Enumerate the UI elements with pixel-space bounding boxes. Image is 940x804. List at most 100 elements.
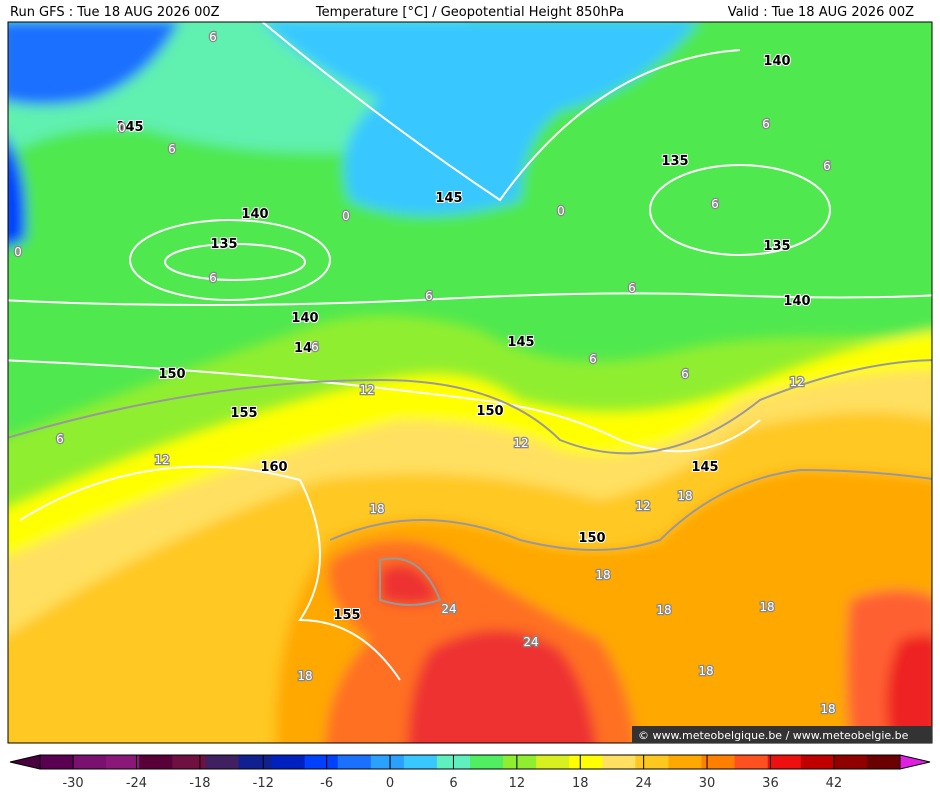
colorbar-end xyxy=(899,754,931,770)
colorbar-tick-label: 12 xyxy=(509,776,526,791)
height-label: 150 xyxy=(476,404,503,419)
temp-label: 18 xyxy=(595,568,610,582)
colorbar-swatch xyxy=(833,755,868,769)
temp-label: 12 xyxy=(513,436,528,450)
colorbar-tick-label: 24 xyxy=(635,776,652,791)
temp-label: 18 xyxy=(698,664,713,678)
height-label: 14 xyxy=(294,341,312,356)
run-info: Run GFS : Tue 18 AUG 2026 00Z xyxy=(10,5,220,20)
colorbar-swatch xyxy=(40,755,74,769)
temp-label: 0 xyxy=(342,209,350,223)
colorbar-tick-label: -30 xyxy=(62,776,83,791)
colorbar-swatch xyxy=(668,755,703,769)
valid-info: Valid : Tue 18 AUG 2026 00Z xyxy=(728,5,914,20)
height-label: 155 xyxy=(230,406,257,421)
colorbar-tick-label: -24 xyxy=(126,776,147,791)
colorbar-swatch xyxy=(172,755,206,769)
temp-label: 6 xyxy=(681,367,689,381)
temp-label: 0 xyxy=(557,204,565,218)
colorbar-swatch xyxy=(569,755,603,769)
height-label: 145 xyxy=(116,120,143,135)
height-label: 160 xyxy=(260,460,287,475)
colorbar-swatch xyxy=(370,755,405,769)
colorbar-swatch xyxy=(767,755,802,769)
temp-label: 18 xyxy=(820,702,835,716)
height-label: 145 xyxy=(691,460,718,475)
temp-label: 6 xyxy=(56,432,64,446)
colorbar-tick-label: 6 xyxy=(449,776,457,791)
temp-label: 18 xyxy=(759,600,774,614)
map-frame xyxy=(7,21,933,744)
height-label: 135 xyxy=(661,154,688,169)
colorbar-swatch xyxy=(403,755,438,769)
colorbar-swatch xyxy=(503,755,537,769)
height-label: 135 xyxy=(210,237,237,252)
height-label: 145 xyxy=(507,335,534,350)
temp-label: 18 xyxy=(369,502,384,516)
colorbar-tick-label: 18 xyxy=(572,776,589,791)
colorbar-swatch xyxy=(635,755,669,769)
height-label: 145 xyxy=(435,191,462,206)
colorbar-swatch xyxy=(602,755,636,769)
temp-label: 6 xyxy=(823,159,831,173)
temp-label: 6 xyxy=(209,271,217,285)
colorbar-swatch xyxy=(271,755,306,769)
temp-label: 18 xyxy=(656,603,671,617)
temp-contours xyxy=(8,359,932,606)
temp-label: 6 xyxy=(628,281,636,295)
colorbar-swatch xyxy=(106,755,140,769)
colorbar-tick-label: -18 xyxy=(189,776,210,791)
map-title: Temperature [°C] / Geopotential Height 8… xyxy=(315,5,624,20)
colorbar-swatch xyxy=(470,755,504,769)
colorbar-tick-label: -12 xyxy=(253,776,274,791)
colorbar-swatch xyxy=(304,755,339,769)
height-label: 155 xyxy=(333,608,360,623)
temp-label: 6 xyxy=(425,289,433,303)
temp-label: 24 xyxy=(523,635,538,649)
colorbar-swatch xyxy=(238,755,273,769)
colorbar: -30 -24 -18 -12 -6 0 6 12 18 24 30 36 42 xyxy=(9,754,931,791)
colorbar-swatch xyxy=(866,755,901,769)
temp-label: 6 xyxy=(209,30,217,44)
colorbar-swatch xyxy=(205,755,239,769)
temp-label: 12 xyxy=(154,453,169,467)
colorbar-swatch xyxy=(800,755,835,769)
colorbar-tick-label: 0 xyxy=(386,776,394,791)
temp-label: 6 xyxy=(762,117,770,131)
credit: © www.meteobelgique.be / www.meteobelgie… xyxy=(638,729,909,742)
colorbar-tick-label: 36 xyxy=(762,776,779,791)
height-label: 150 xyxy=(578,531,605,546)
colorbar-frame xyxy=(39,754,901,770)
colorbar-swatch xyxy=(73,755,107,769)
colorbar-swatch xyxy=(139,755,173,769)
temp-label: 0 xyxy=(14,245,22,259)
temp-label: 12 xyxy=(789,375,804,389)
colorbar-tick-label: 42 xyxy=(826,776,843,791)
height-label: 140 xyxy=(291,311,318,326)
colorbar-end xyxy=(9,754,41,770)
temp-label: 0 xyxy=(118,121,126,135)
temp-label: 6 xyxy=(589,352,597,366)
height-label: 135 xyxy=(763,239,790,254)
temp-label: 18 xyxy=(297,669,312,683)
temp-label: 6 xyxy=(168,142,176,156)
colorbar-tick-label: 30 xyxy=(699,776,716,791)
height-label: 140 xyxy=(241,207,268,222)
temp-label: 6 xyxy=(311,340,319,354)
height-label: 140 xyxy=(763,54,790,69)
temp-label: 24 xyxy=(441,602,456,616)
height-contours xyxy=(8,22,932,681)
temp-label: 6 xyxy=(711,197,719,211)
colorbar-swatch xyxy=(701,755,736,769)
temp-label: 18 xyxy=(677,489,692,503)
temp-label: 12 xyxy=(359,383,374,397)
colorbar-swatch xyxy=(734,755,769,769)
colorbar-swatch xyxy=(536,755,570,769)
credit-box xyxy=(632,726,932,743)
height-label: 150 xyxy=(158,367,185,382)
colorbar-tick-label: -6 xyxy=(320,776,333,791)
height-label: 140 xyxy=(783,294,810,309)
colorbar-swatch xyxy=(337,755,372,769)
